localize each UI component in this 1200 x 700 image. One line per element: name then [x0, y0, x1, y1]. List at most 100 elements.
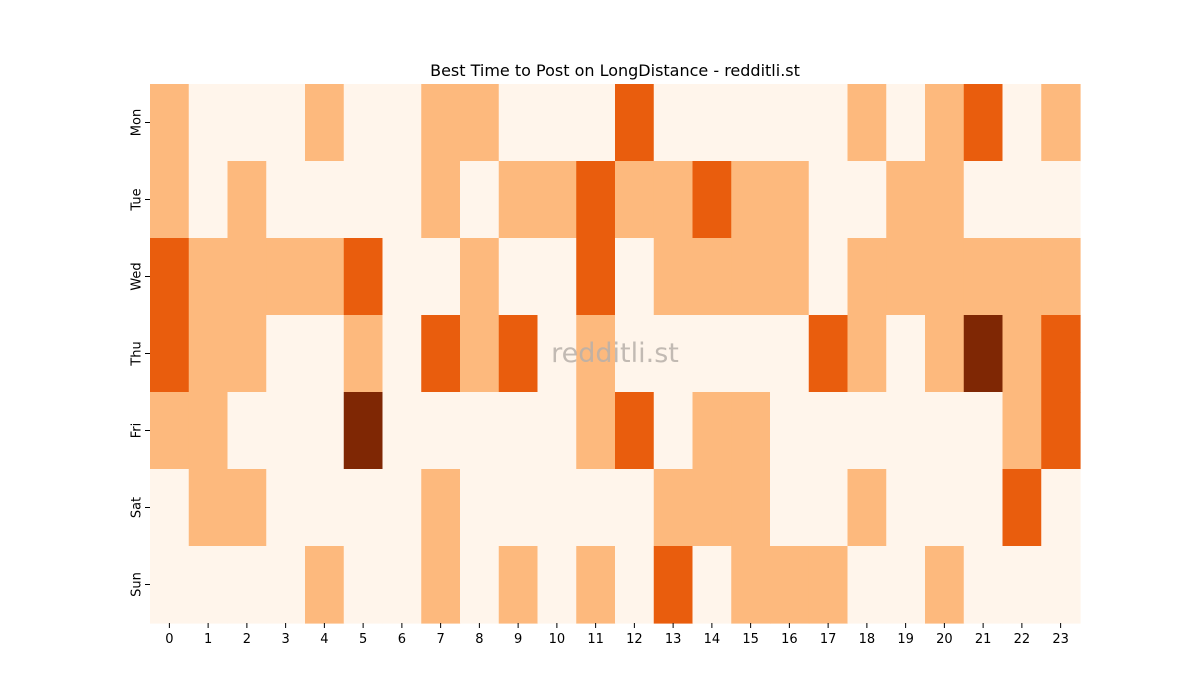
heatmap-cell-fri-11: [576, 392, 616, 470]
heatmap-cell-wed-0: [150, 238, 190, 316]
heatmap-cell-wed-17: [808, 238, 849, 316]
x-tick-label: 17: [820, 632, 837, 647]
heatmap-cell-thu-3: [266, 315, 306, 393]
heatmap-cell-mon-13: [653, 84, 694, 162]
x-tick-label: 3: [281, 632, 289, 647]
y-tick-label: Thu: [130, 341, 145, 366]
heatmap-cell-thu-15: [731, 315, 771, 393]
heatmap-cell-sun-1: [188, 546, 229, 624]
heatmap-cell-mon-2: [227, 84, 267, 162]
x-tick-label: 14: [704, 632, 721, 647]
x-tick-label: 2: [243, 632, 251, 647]
heatmap-cell-tue-4: [305, 161, 345, 239]
heatmap-cell-tue-3: [266, 161, 306, 239]
heatmap-cell-sat-9: [498, 469, 539, 547]
heatmap-cell-sun-21: [963, 546, 1004, 624]
heatmap-cell-thu-1: [188, 315, 229, 393]
heatmap-cell-thu-5: [343, 315, 384, 393]
heatmap-cell-thu-2: [227, 315, 267, 393]
y-tick-label: Fri: [130, 423, 145, 439]
heatmap-cell-sun-4: [305, 546, 345, 624]
heatmap-cell-thu-17: [808, 315, 849, 393]
heatmap-cell-thu-12: [615, 315, 655, 393]
heatmap-cell-wed-9: [498, 238, 539, 316]
heatmap-cell-sun-16: [770, 546, 810, 624]
heatmap-cell-thu-20: [925, 315, 965, 393]
heatmap-cell-tue-8: [460, 161, 500, 239]
x-tick-label: 22: [1014, 632, 1031, 647]
y-tick-label: Sun: [130, 572, 145, 597]
heatmap-cell-tue-12: [615, 161, 655, 239]
x-tick-label: 19: [897, 632, 914, 647]
heatmap-cell-fri-5: [343, 392, 384, 470]
heatmap-cell-thu-0: [150, 315, 190, 393]
heatmap-cell-thu-10: [537, 315, 577, 393]
heatmap-cell-fri-0: [150, 392, 190, 470]
x-tick-label: 16: [781, 632, 798, 647]
heatmap-cell-wed-20: [925, 238, 965, 316]
heatmap-cell-sat-18: [847, 469, 887, 547]
heatmap-cell-mon-23: [1041, 84, 1081, 162]
heatmap-cell-sun-12: [615, 546, 655, 624]
heatmap-cell-mon-20: [925, 84, 965, 162]
heatmap-cell-tue-6: [382, 161, 422, 239]
y-axis: Mon Tue Wed Thu Fri Sat Sun: [130, 109, 150, 597]
heatmap-cell-sat-4: [305, 469, 345, 547]
heatmap-cell-sat-7: [421, 469, 461, 547]
heatmap-cell-fri-2: [227, 392, 267, 470]
heatmap-cell-sat-17: [808, 469, 849, 547]
heatmap-cell-tue-7: [421, 161, 461, 239]
heatmap-cell-sun-10: [537, 546, 577, 624]
heatmap-cell-wed-6: [382, 238, 422, 316]
heatmap-cell-fri-21: [963, 392, 1004, 470]
heatmap-cell-wed-21: [963, 238, 1004, 316]
heatmap-cell-mon-18: [847, 84, 887, 162]
heatmap-cell-sat-15: [731, 469, 771, 547]
heatmap-cell-wed-11: [576, 238, 616, 316]
heatmap-cell-tue-2: [227, 161, 267, 239]
heatmap-cell-tue-1: [188, 161, 229, 239]
x-tick-label: 20: [936, 632, 953, 647]
heatmap-cell-wed-19: [886, 238, 926, 316]
heatmap-cell-mon-8: [460, 84, 500, 162]
heatmap-cell-wed-5: [343, 238, 384, 316]
heatmap-cells: [150, 84, 1081, 624]
heatmap-cell-tue-9: [498, 161, 539, 239]
heatmap-cell-sun-2: [227, 546, 267, 624]
x-tick-label: 12: [626, 632, 643, 647]
heatmap-cell-sat-1: [188, 469, 229, 547]
heatmap-cell-thu-18: [847, 315, 887, 393]
heatmap-cell-sun-18: [847, 546, 887, 624]
heatmap-cell-tue-15: [731, 161, 771, 239]
heatmap-cell-sun-14: [692, 546, 732, 624]
heatmap-cell-thu-6: [382, 315, 422, 393]
heatmap-cell-fri-14: [692, 392, 732, 470]
heatmap-cell-mon-3: [266, 84, 306, 162]
x-tick-label: 13: [665, 632, 682, 647]
heatmap-cell-sat-23: [1041, 469, 1081, 547]
heatmap-cell-mon-1: [188, 84, 229, 162]
x-axis: 0 1 2 3 4 5 6 7 8 9 10 11 12 13 14 15 16 17 18 19 20 21 22 23: [165, 623, 1069, 647]
heatmap-cell-wed-16: [770, 238, 810, 316]
heatmap-cell-wed-15: [731, 238, 771, 316]
heatmap-cell-thu-21: [963, 315, 1004, 393]
y-tick-label: Tue: [130, 188, 145, 211]
heatmap-cell-fri-23: [1041, 392, 1081, 470]
heatmap-cell-sun-15: [731, 546, 771, 624]
heatmap-cell-sun-5: [343, 546, 384, 624]
heatmap-cell-tue-20: [925, 161, 965, 239]
heatmap-cell-thu-7: [421, 315, 461, 393]
heatmap-cell-tue-13: [653, 161, 694, 239]
heatmap-cell-sat-5: [343, 469, 384, 547]
heatmap-cell-fri-12: [615, 392, 655, 470]
heatmap-cell-sat-3: [266, 469, 306, 547]
heatmap-cell-tue-19: [886, 161, 926, 239]
heatmap-cell-fri-16: [770, 392, 810, 470]
x-tick-label: 5: [359, 632, 367, 647]
heatmap-cell-fri-10: [537, 392, 577, 470]
heatmap-cell-mon-11: [576, 84, 616, 162]
heatmap-cell-fri-6: [382, 392, 422, 470]
heatmap-cell-fri-22: [1002, 392, 1042, 470]
heatmap-cell-wed-18: [847, 238, 887, 316]
